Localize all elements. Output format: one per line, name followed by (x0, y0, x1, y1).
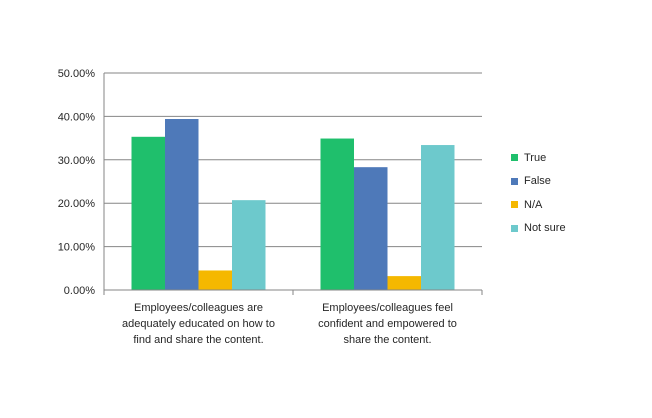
x-category-labels: Employees/colleagues are adequately educa… (122, 302, 457, 346)
x-category-label: Employees/colleagues feel confident and e… (318, 302, 457, 346)
legend-item: False (511, 170, 566, 194)
legend: True False N/A Not sure (511, 146, 566, 240)
axes (103, 73, 483, 295)
bar-true (131, 136, 165, 290)
y-tick-label: 30.00% (58, 155, 96, 167)
bar-not-sure (232, 200, 266, 290)
y-tick-label: 20.00% (58, 198, 96, 210)
legend-item: Not sure (511, 217, 566, 241)
legend-label: Not sure (524, 222, 566, 235)
legend-swatch (511, 177, 518, 185)
legend-label: N/A (524, 198, 543, 211)
bar-true (320, 138, 354, 290)
y-tick-label: 40.00% (58, 111, 96, 123)
bar-false (165, 119, 199, 290)
legend-item: True (511, 146, 566, 170)
bar-false (354, 167, 388, 290)
y-tick-label: 0.00% (64, 285, 95, 297)
legend-swatch (511, 201, 518, 209)
y-tick-labels: 0.00% 10.00% 20.00% 30.00% 40.00% 50.00% (58, 68, 96, 297)
legend-swatch (511, 224, 518, 232)
bar-n-a (198, 270, 232, 290)
legend-label: False (524, 175, 551, 188)
legend-swatch (511, 154, 518, 162)
bars (131, 119, 455, 290)
legend-label: True (524, 151, 547, 164)
y-tick-label: 50.00% (58, 68, 96, 80)
y-tick-label: 10.00% (58, 242, 96, 254)
legend-item: N/A (511, 193, 566, 217)
bar-n-a (387, 276, 421, 290)
x-category-label: Employees/colleagues are adequately educa… (122, 302, 275, 346)
bar-not-sure (421, 145, 455, 290)
